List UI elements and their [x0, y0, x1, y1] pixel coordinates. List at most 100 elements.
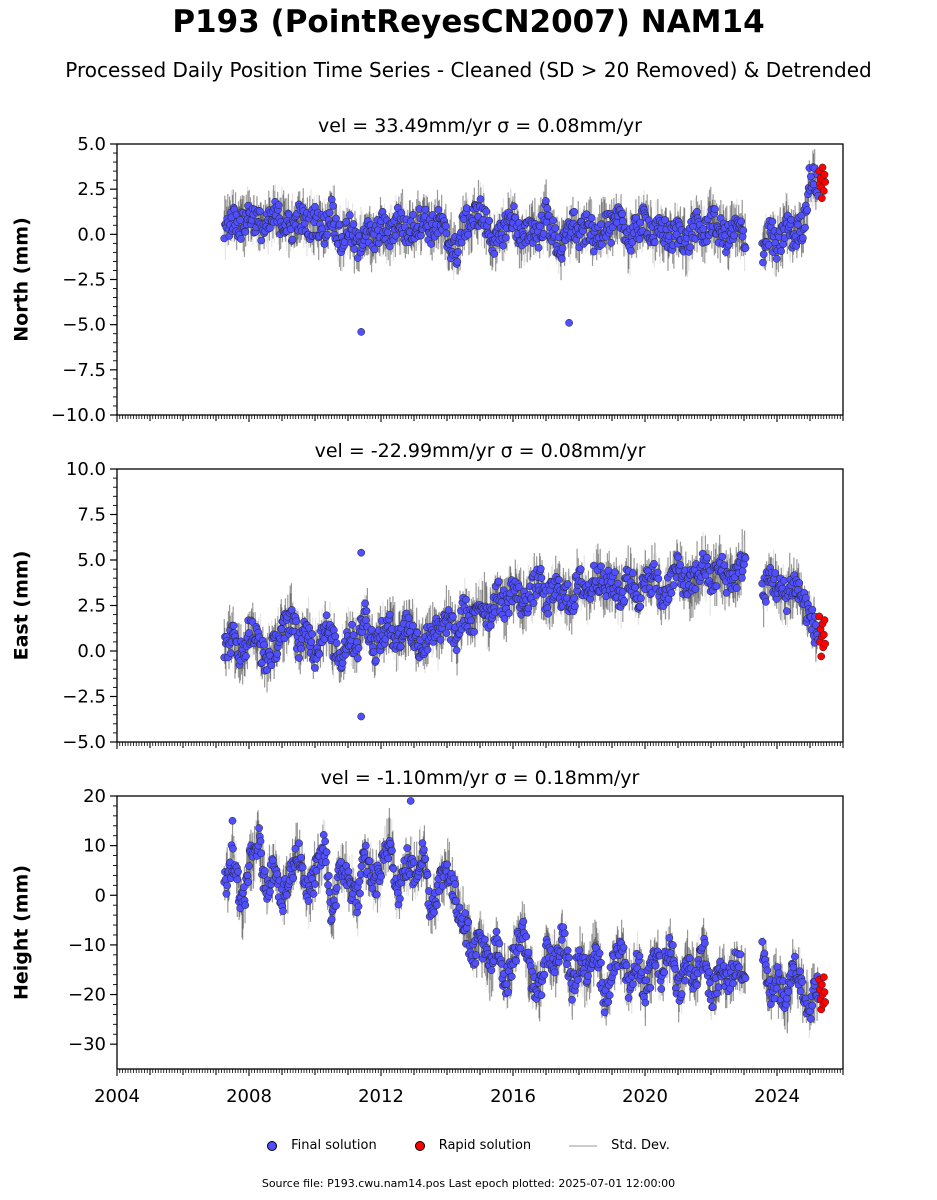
final-solution-point	[342, 217, 351, 226]
final-solution-point	[741, 554, 750, 563]
final-solution-point	[510, 202, 518, 211]
final-solution-point	[323, 230, 332, 239]
final-solution-point	[542, 197, 550, 205]
final-solution-point	[676, 561, 685, 569]
final-solution-point	[613, 579, 622, 588]
final-solution-point	[654, 574, 663, 583]
final-solution-point	[701, 571, 710, 580]
y-tick-label: 10.0	[66, 459, 106, 480]
final-solution-point	[549, 216, 557, 225]
final-solution-point	[650, 238, 659, 247]
rapid-solution-point	[818, 163, 827, 172]
panel-height-marks	[220, 797, 830, 1038]
rapid-solution-point	[817, 652, 826, 661]
y-tick-label: 5.0	[77, 134, 106, 155]
final-solution-point	[669, 581, 678, 589]
plot-area: 5.0 2.5 0.0 −2.5 −5.0 −7.5 −10.0 vel = 33.49mm/…	[11, 115, 844, 1107]
rapid-solution-point	[818, 194, 826, 203]
final-solution-point	[740, 560, 748, 569]
final-solution-point	[308, 630, 316, 638]
final-solution-point	[636, 602, 645, 611]
final-solution-point	[737, 217, 746, 226]
final-solution-point	[597, 240, 606, 249]
final-solution-point	[759, 250, 768, 259]
final-solution-point	[597, 220, 605, 229]
final-solution-point	[462, 204, 471, 212]
final-solution-point	[529, 599, 538, 607]
final-solution-point	[576, 565, 585, 573]
final-solution-point	[626, 246, 635, 255]
final-solution-point	[543, 204, 552, 213]
final-solution-point	[277, 625, 286, 633]
final-solution-point	[388, 625, 396, 633]
final-solution-point	[226, 649, 235, 657]
final-solution-point	[801, 223, 809, 232]
final-solution-point	[793, 220, 802, 229]
final-solution-point	[490, 249, 499, 258]
final-solution-point	[385, 610, 394, 619]
final-solution-point	[357, 548, 366, 557]
final-solution-point	[457, 238, 466, 247]
final-solution-point	[693, 207, 701, 216]
final-solution-point	[537, 574, 546, 582]
rapid-solution-point	[820, 616, 829, 624]
chart-title: P193 (PointReyesCN2007) NAM14	[172, 4, 765, 40]
final-solution-point	[307, 638, 316, 646]
final-solution-point	[409, 621, 417, 630]
final-solution-point	[807, 172, 815, 181]
final-solution-point	[589, 247, 598, 256]
final-solution-point	[674, 553, 682, 562]
rapid-solution-point	[815, 612, 824, 621]
final-solution-point	[555, 576, 563, 584]
final-solution-point	[295, 654, 303, 662]
final-solution-point	[672, 230, 681, 239]
final-solution-point	[255, 207, 264, 216]
final-solution-point	[320, 240, 329, 248]
final-solution-point	[452, 646, 461, 655]
final-solution-point	[362, 607, 371, 615]
final-solution-point	[350, 245, 359, 253]
final-solution-point	[808, 605, 817, 614]
final-solution-point	[453, 257, 462, 266]
y-tick-label: −2.5	[62, 687, 106, 708]
final-solution-point	[558, 244, 567, 253]
final-solution-point	[738, 574, 746, 582]
final-solution-point	[739, 226, 748, 235]
final-solution-point	[436, 635, 445, 644]
final-solution-point	[353, 654, 362, 663]
final-solution-point	[434, 205, 443, 214]
final-solution-point	[803, 206, 812, 214]
rapid-solution-point	[821, 639, 830, 648]
final-solution-point	[720, 561, 729, 570]
final-solution-point	[237, 235, 245, 243]
final-solution-point	[565, 319, 573, 327]
final-solution-point	[635, 235, 644, 244]
final-solution-point	[421, 205, 430, 214]
final-solution-point	[587, 214, 596, 222]
y-tick-label: 7.5	[77, 505, 106, 526]
final-solution-point	[777, 247, 785, 256]
final-solution-point	[229, 621, 238, 630]
final-solution-point	[524, 604, 533, 613]
final-solution-point	[631, 583, 640, 592]
final-solution-point	[534, 243, 543, 252]
final-solution-point	[288, 235, 297, 244]
final-solution-point	[454, 248, 462, 256]
final-solution-point	[329, 201, 337, 210]
final-solution-point	[607, 238, 616, 247]
final-solution-point	[551, 224, 560, 232]
final-solution-point	[442, 629, 451, 637]
final-solution-point	[730, 231, 738, 240]
final-solution-point	[241, 227, 250, 236]
final-solution-point	[361, 616, 370, 624]
final-solution-point	[536, 222, 544, 231]
final-solution-point	[711, 205, 719, 213]
final-solution-point	[629, 569, 637, 578]
final-solution-point	[236, 216, 245, 224]
final-solution-point	[741, 244, 750, 252]
final-solution-point	[511, 213, 520, 222]
panel-north-marks	[220, 149, 830, 336]
panel-north-y-axis-label: North (mm)	[11, 217, 33, 342]
final-solution-point	[464, 230, 473, 239]
final-solution-point	[597, 562, 605, 571]
